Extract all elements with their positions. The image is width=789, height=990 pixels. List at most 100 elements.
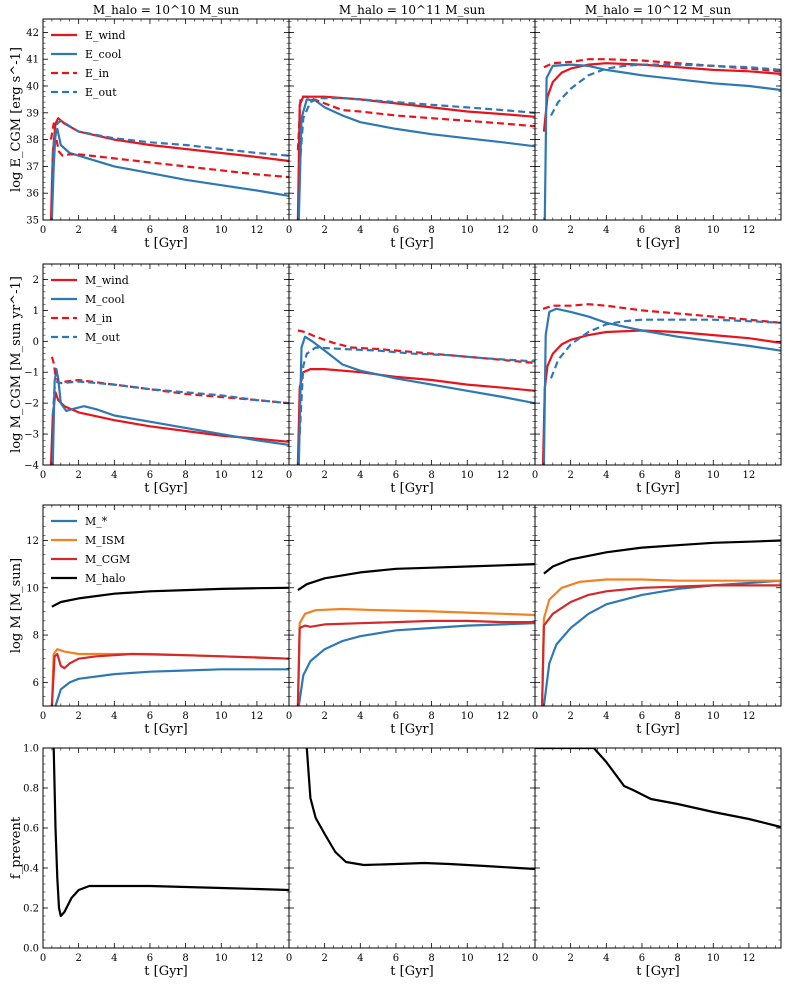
series-line-e-out xyxy=(50,119,289,180)
series-line-m-cgm xyxy=(50,652,289,706)
x-axis-label: t [Gyr] xyxy=(144,722,187,737)
x-tick-label: 6 xyxy=(639,225,645,236)
x-tick-label: 0 xyxy=(40,470,46,481)
legend: M_wind M_cool M_in M_out xyxy=(51,274,129,344)
x-tick-label: 6 xyxy=(393,470,399,481)
row-3: f_prevent 0 2 4 6 8 10 12 t [Gyr] 0.0 0.2 0.4 0.6 0.8… xyxy=(9,744,782,979)
y-tick-label: −3 xyxy=(24,430,39,441)
x-tick-label: 0 xyxy=(286,470,292,481)
x-tick-label: 4 xyxy=(111,470,117,481)
x-tick-label: 2 xyxy=(321,953,327,964)
x-tick-label: 4 xyxy=(111,711,117,722)
y-tick-label: 42 xyxy=(26,28,39,39)
panel-frame xyxy=(42,263,290,466)
y-axis-label: log M_CGM [M_sun yr^-1] xyxy=(9,276,24,453)
series-group xyxy=(305,748,535,871)
x-tick-label: 12 xyxy=(251,225,264,236)
x-tick-label: 6 xyxy=(147,225,153,236)
series-line-m-halo xyxy=(51,586,289,608)
x-tick-label: 10 xyxy=(461,953,474,964)
x-tick-label: 10 xyxy=(707,225,720,236)
y-tick-label: 0.6 xyxy=(23,824,39,835)
x-tick-label: 12 xyxy=(743,711,756,722)
series-group xyxy=(50,586,289,706)
panel-frame xyxy=(288,504,536,707)
x-tick-label: 2 xyxy=(321,470,327,481)
series-group xyxy=(296,95,535,220)
x-tick-label: 0 xyxy=(532,953,538,964)
row-0: log E_CGM [erg s^-1] 0 2 4 6 8 10 12 t [Gyr] 35 36… xyxy=(9,18,782,251)
series-line-e-wind xyxy=(542,62,781,132)
legend-label: M_halo xyxy=(85,572,126,585)
x-tick-label: 2 xyxy=(75,225,81,236)
panel-r0-c2: 0 2 4 6 8 10 12 t [Gyr] xyxy=(532,18,782,251)
y-tick-label: 0.0 xyxy=(23,944,39,955)
series-line-m-in xyxy=(542,303,781,324)
series-line-m-cgm xyxy=(296,619,535,706)
y-tick-label: −2 xyxy=(24,399,39,410)
x-tick-label: 10 xyxy=(215,225,228,236)
series-line-e-wind xyxy=(296,95,535,220)
x-tick-label: 2 xyxy=(321,225,327,236)
series-group xyxy=(541,539,781,706)
x-tick-label: 8 xyxy=(674,225,680,236)
legend-label: M_cool xyxy=(85,293,125,306)
panel-frame xyxy=(288,263,536,466)
legend-label: M_wind xyxy=(85,274,129,287)
x-tick-label: 8 xyxy=(674,711,680,722)
x-tick-label: 12 xyxy=(497,470,510,481)
x-tick-label: 2 xyxy=(567,225,573,236)
y-axis-label: log E_CGM [erg s^-1] xyxy=(9,47,24,192)
x-tick-label: 4 xyxy=(603,225,609,236)
series-line-m- xyxy=(54,668,289,706)
x-tick-label: 0 xyxy=(40,711,46,722)
x-tick-label: 4 xyxy=(603,470,609,481)
plot-rows: log E_CGM [erg s^-1]0 2 4 6 8 10 12t [Gyr]3536… xyxy=(9,18,782,979)
series-line-f-prevent xyxy=(52,748,289,918)
x-tick-label: 4 xyxy=(603,711,609,722)
panel-r3-c2: 0 2 4 6 8 10 12 t [Gyr] xyxy=(532,747,782,979)
panel-r3-c0: 0 2 4 6 8 10 12 t [Gyr] 0.0 0.2 0.4 0.6 0.8 1.0 xyxy=(23,744,290,979)
panel-r0-c1: 0 2 4 6 8 10 12 t [Gyr] xyxy=(286,18,536,251)
legend-label: M_in xyxy=(85,312,112,325)
y-tick-label: 8 xyxy=(33,631,39,642)
x-tick-label: 0 xyxy=(286,711,292,722)
panel-frame xyxy=(534,263,782,466)
panel-r3-c1: 0 2 4 6 8 10 12 t [Gyr] xyxy=(286,747,536,979)
column-titles: M_halo = 10^10 M_sun M_halo = 10^11 M_su… xyxy=(93,3,731,17)
panel-frame xyxy=(288,18,536,221)
y-tick-label: 40 xyxy=(26,82,39,93)
series-line-m-wind xyxy=(296,368,535,465)
x-tick-label: 6 xyxy=(393,711,399,722)
y-tick-label: 6 xyxy=(33,678,39,689)
series-line-f-prevent xyxy=(305,748,535,871)
series-line-m-wind xyxy=(541,329,781,465)
y-tick-label: 1 xyxy=(33,306,39,317)
y-tick-label: 37 xyxy=(26,162,39,173)
x-tick-label: 2 xyxy=(567,953,573,964)
legend-label: E_cool xyxy=(85,48,122,61)
panel-frame xyxy=(534,504,782,707)
x-tick-label: 6 xyxy=(393,225,399,236)
y-tick-label: 12 xyxy=(26,536,39,547)
series-line-m-cool xyxy=(51,368,289,465)
panel-r2-c2: 0 2 4 6 8 10 12 t [Gyr] xyxy=(532,504,782,737)
legend-label: M_CGM xyxy=(85,553,130,566)
x-tick-label: 10 xyxy=(707,711,720,722)
x-tick-label: 6 xyxy=(639,470,645,481)
x-tick-label: 4 xyxy=(357,711,363,722)
series-line-m-wind xyxy=(49,391,289,465)
x-tick-label: 8 xyxy=(428,225,434,236)
x-tick-label: 6 xyxy=(147,711,153,722)
x-tick-label: 0 xyxy=(532,470,538,481)
y-tick-label: 0 xyxy=(33,337,39,348)
y-tick-label: 1.0 xyxy=(23,744,39,755)
series-group xyxy=(296,563,535,706)
x-tick-label: 10 xyxy=(461,225,474,236)
y-tick-label: 2 xyxy=(33,275,39,286)
series-group xyxy=(52,748,289,918)
series-line-e-out xyxy=(298,97,535,167)
legend: E_wind E_cool E_in E_out xyxy=(51,29,126,99)
